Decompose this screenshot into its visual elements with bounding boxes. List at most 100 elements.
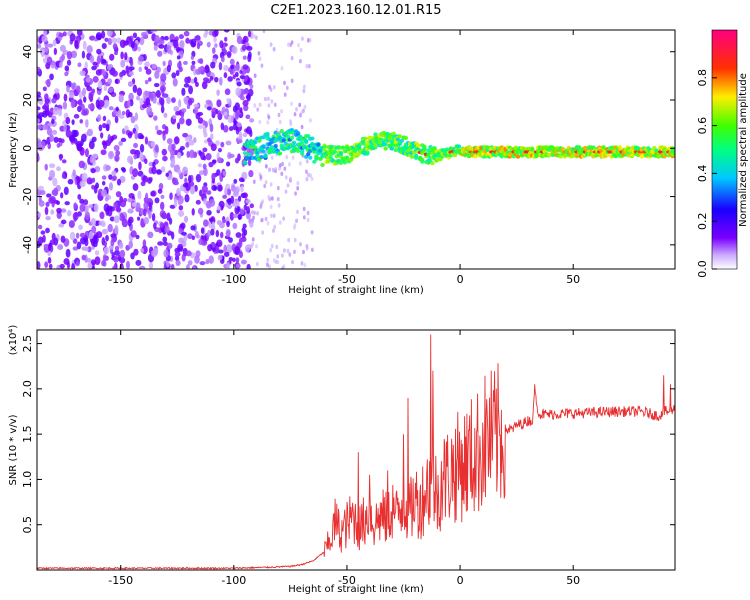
noise-cell — [91, 136, 97, 143]
noise-cell — [88, 92, 94, 101]
noise-cell — [218, 249, 224, 254]
snr-ticks: -150 -100 -50 0 50 0.5 1.0 1.5 2.0 2.5 — [21, 330, 675, 587]
noise-cell — [264, 180, 268, 185]
noise-cell — [238, 239, 243, 248]
noise-cell — [291, 259, 294, 265]
noise-cell — [71, 119, 75, 126]
noise-cell — [184, 194, 190, 203]
signal-cell — [308, 155, 313, 160]
noise-cell — [247, 30, 252, 38]
noise-cell — [248, 169, 254, 178]
noise-cell — [195, 199, 201, 205]
noise-cell — [66, 209, 72, 217]
noise-cell — [59, 44, 67, 52]
noise-cell — [111, 170, 117, 176]
noise-cell — [235, 263, 241, 269]
noise-cell — [42, 123, 49, 131]
noise-cell — [107, 37, 113, 46]
noise-cell — [170, 263, 175, 269]
noise-cell — [244, 75, 248, 82]
signal-cell — [277, 151, 282, 156]
noise-cell — [276, 254, 280, 259]
noise-cell — [130, 115, 136, 124]
noise-cell — [46, 127, 53, 136]
noise-cell — [151, 213, 156, 222]
noise-cell — [96, 48, 102, 55]
noise-cell — [186, 151, 191, 158]
noise-cell — [211, 159, 217, 164]
noise-cell — [302, 88, 306, 94]
noise-cell — [79, 119, 83, 124]
noise-cell — [299, 113, 302, 118]
noise-cell — [206, 209, 212, 216]
noise-cell — [223, 30, 230, 33]
noise-cell — [77, 105, 82, 113]
signal-cell — [409, 154, 415, 159]
noise-cell — [219, 231, 224, 239]
noise-cell — [113, 215, 120, 224]
noise-cell — [234, 246, 241, 256]
noise-cell — [73, 202, 78, 210]
noise-cell — [171, 143, 176, 151]
noise-cell — [190, 55, 194, 60]
noise-cell — [212, 247, 216, 252]
noise-cell — [100, 149, 107, 156]
noise-cell — [108, 174, 113, 180]
noise-cell — [267, 103, 271, 108]
noise-cell — [112, 265, 117, 269]
noise-cell — [107, 150, 115, 160]
colorbar-gradient — [711, 29, 738, 270]
noise-cell — [37, 224, 43, 230]
noise-cell — [193, 76, 198, 84]
noise-cell — [203, 198, 208, 205]
noise-cell — [271, 167, 275, 173]
signal-cell — [456, 144, 462, 149]
noise-cell — [256, 211, 259, 216]
noise-cell — [190, 225, 196, 231]
noise-cell — [66, 59, 72, 66]
noise-cell — [266, 262, 269, 267]
noise-cell — [293, 237, 297, 243]
noise-cell — [310, 247, 314, 253]
signal-cell — [383, 146, 388, 151]
noise-cell — [144, 61, 150, 68]
noise-cell — [145, 68, 152, 75]
noise-cell — [65, 129, 72, 138]
noise-cell — [302, 206, 306, 212]
noise-cell — [162, 236, 168, 243]
noise-cell — [86, 177, 93, 185]
noise-cell — [183, 215, 189, 223]
noise-cell — [107, 133, 111, 143]
colorbar: 0.0 0.2 0.4 0.6 0.8 Normalized spectral ampl… — [696, 29, 749, 278]
noise-cell — [172, 78, 178, 87]
noise-cell — [305, 246, 309, 251]
noise-cell — [125, 65, 129, 74]
noise-cell — [247, 54, 252, 63]
noise-cell — [203, 132, 208, 138]
noise-cell — [283, 92, 287, 97]
noise-cell — [110, 239, 115, 247]
noise-cell — [262, 30, 266, 34]
noise-cell — [309, 173, 312, 178]
noise-cell — [223, 244, 227, 253]
noise-cell — [59, 61, 63, 68]
noise-cell — [175, 259, 181, 266]
noise-cell — [284, 175, 288, 180]
noise-cell — [183, 83, 190, 88]
signal-cell — [255, 154, 260, 159]
noise-cell — [133, 248, 139, 256]
noise-cell — [89, 55, 95, 63]
noise-cell — [138, 161, 142, 171]
noise-cell — [75, 232, 80, 239]
noise-cell — [258, 102, 262, 107]
noise-cell — [153, 82, 160, 88]
noise-cell — [70, 99, 76, 109]
signal-cell — [338, 151, 344, 156]
signal-cell — [513, 145, 519, 150]
noise-cell — [53, 187, 59, 197]
noise-cell — [144, 136, 149, 145]
noise-cell — [236, 122, 242, 128]
signal-cell — [289, 135, 295, 140]
noise-cell — [264, 216, 268, 222]
x-tick-label: 0 — [457, 273, 464, 286]
